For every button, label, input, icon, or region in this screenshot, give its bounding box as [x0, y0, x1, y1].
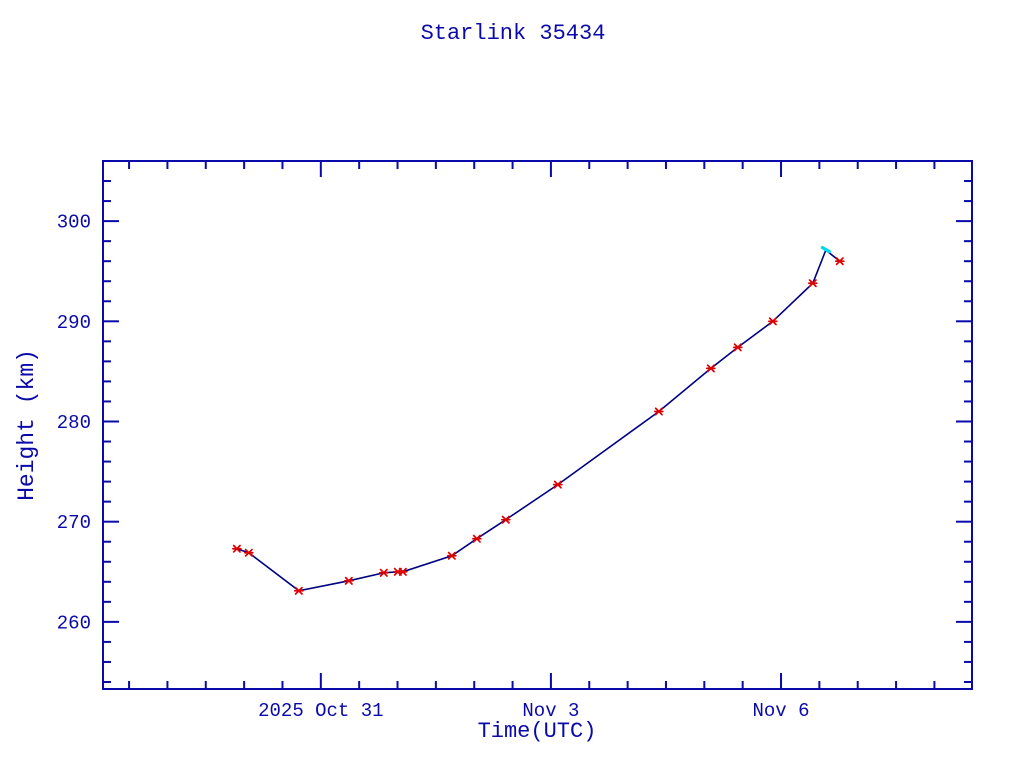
data-point-marker	[653, 407, 664, 416]
data-point-marker	[834, 257, 845, 266]
chart-title: Starlink 35434	[421, 21, 606, 46]
y-tick-label: 260	[57, 612, 91, 634]
axes-layer: 2025 Oct 31 Nov 3 Nov 6 260 270 280 290 300	[57, 160, 973, 722]
peak-segment	[820, 245, 831, 254]
series-layer	[231, 245, 845, 595]
plot-frame	[102, 160, 973, 690]
data-point-marker	[552, 480, 563, 489]
data-point-marker	[293, 586, 304, 595]
y-axis-label: Height (km)	[14, 349, 40, 501]
y-tick-label: 290	[57, 312, 91, 334]
y-tick-label: 280	[57, 412, 91, 434]
x-axis-label: Time(UTC)	[478, 719, 597, 744]
data-point-marker	[705, 364, 716, 373]
data-point-marker	[231, 544, 242, 553]
height-trend-line	[236, 248, 841, 592]
y-tick-label: 300	[57, 212, 91, 234]
x-tick-label: Nov 6	[753, 700, 810, 722]
x-tick-label: 2025 Oct 31	[258, 700, 383, 722]
data-point-marker	[378, 568, 389, 577]
x-tick-label: Nov 3	[522, 700, 579, 722]
data-point-marker	[397, 567, 408, 576]
data-point-marker	[500, 515, 511, 524]
data-point-marker	[807, 279, 818, 288]
data-point-marker	[732, 343, 743, 352]
y-tick-label: 270	[57, 512, 91, 534]
data-point-marker	[343, 576, 354, 585]
data-point-marker	[446, 551, 457, 560]
data-point-marker	[471, 534, 482, 543]
data-point-marker	[767, 317, 778, 326]
data-point-marker	[243, 548, 254, 557]
